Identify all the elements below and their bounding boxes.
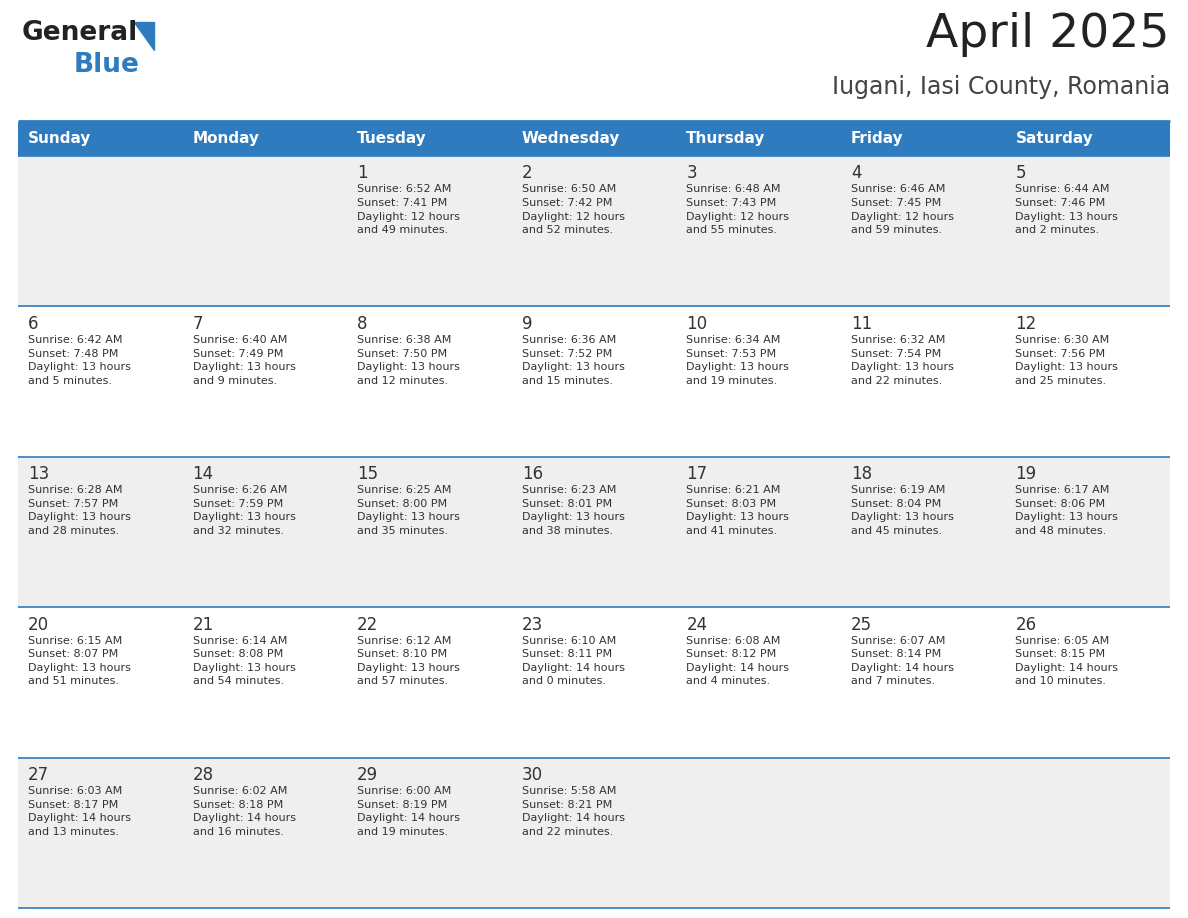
Bar: [18, 122, 183, 156]
Text: Tuesday: Tuesday: [358, 131, 426, 147]
Text: Sunrise: 6:26 AM
Sunset: 7:59 PM
Daylight: 13 hours
and 32 minutes.: Sunrise: 6:26 AM Sunset: 7:59 PM Dayligh…: [192, 486, 296, 536]
Text: Sunrise: 6:19 AM
Sunset: 8:04 PM
Daylight: 13 hours
and 45 minutes.: Sunrise: 6:19 AM Sunset: 8:04 PM Dayligh…: [851, 486, 954, 536]
Text: Sunrise: 6:50 AM
Sunset: 7:42 PM
Daylight: 12 hours
and 52 minutes.: Sunrise: 6:50 AM Sunset: 7:42 PM Dayligh…: [522, 185, 625, 235]
Text: Sunrise: 6:46 AM
Sunset: 7:45 PM
Daylight: 12 hours
and 59 minutes.: Sunrise: 6:46 AM Sunset: 7:45 PM Dayligh…: [851, 185, 954, 235]
Text: 21: 21: [192, 616, 214, 633]
Text: Sunrise: 6:05 AM
Sunset: 8:15 PM
Daylight: 14 hours
and 10 minutes.: Sunrise: 6:05 AM Sunset: 8:15 PM Dayligh…: [1016, 635, 1118, 687]
Polygon shape: [134, 21, 154, 50]
Text: 4: 4: [851, 164, 861, 183]
Text: 24: 24: [687, 616, 707, 633]
Text: Sunday: Sunday: [29, 131, 91, 147]
Text: 14: 14: [192, 465, 214, 483]
Text: 26: 26: [1016, 616, 1037, 633]
Text: 20: 20: [29, 616, 49, 633]
Text: 28: 28: [192, 767, 214, 784]
Text: Sunrise: 6:17 AM
Sunset: 8:06 PM
Daylight: 13 hours
and 48 minutes.: Sunrise: 6:17 AM Sunset: 8:06 PM Dayligh…: [1016, 486, 1118, 536]
Text: Sunrise: 6:28 AM
Sunset: 7:57 PM
Daylight: 13 hours
and 28 minutes.: Sunrise: 6:28 AM Sunset: 7:57 PM Dayligh…: [29, 486, 131, 536]
Text: 8: 8: [358, 315, 367, 333]
Bar: [18, 757, 1170, 908]
Text: 10: 10: [687, 315, 707, 333]
Text: 11: 11: [851, 315, 872, 333]
Text: Sunrise: 6:38 AM
Sunset: 7:50 PM
Daylight: 13 hours
and 12 minutes.: Sunrise: 6:38 AM Sunset: 7:50 PM Dayligh…: [358, 335, 460, 386]
Text: Sunrise: 6:42 AM
Sunset: 7:48 PM
Daylight: 13 hours
and 5 minutes.: Sunrise: 6:42 AM Sunset: 7:48 PM Dayligh…: [29, 335, 131, 386]
Text: Friday: Friday: [851, 131, 904, 147]
Text: 2: 2: [522, 164, 532, 183]
Text: 23: 23: [522, 616, 543, 633]
Bar: [512, 122, 676, 156]
Text: 9: 9: [522, 315, 532, 333]
Bar: [183, 122, 347, 156]
Text: 17: 17: [687, 465, 707, 483]
Text: Sunrise: 6:07 AM
Sunset: 8:14 PM
Daylight: 14 hours
and 7 minutes.: Sunrise: 6:07 AM Sunset: 8:14 PM Dayligh…: [851, 635, 954, 687]
Text: Sunrise: 6:52 AM
Sunset: 7:41 PM
Daylight: 12 hours
and 49 minutes.: Sunrise: 6:52 AM Sunset: 7:41 PM Dayligh…: [358, 185, 460, 235]
Text: 1: 1: [358, 164, 368, 183]
Text: Sunrise: 6:44 AM
Sunset: 7:46 PM
Daylight: 13 hours
and 2 minutes.: Sunrise: 6:44 AM Sunset: 7:46 PM Dayligh…: [1016, 185, 1118, 235]
Text: 5: 5: [1016, 164, 1026, 183]
Text: Sunrise: 6:15 AM
Sunset: 8:07 PM
Daylight: 13 hours
and 51 minutes.: Sunrise: 6:15 AM Sunset: 8:07 PM Dayligh…: [29, 635, 131, 687]
Text: 13: 13: [29, 465, 49, 483]
Text: Sunrise: 6:00 AM
Sunset: 8:19 PM
Daylight: 14 hours
and 19 minutes.: Sunrise: 6:00 AM Sunset: 8:19 PM Dayligh…: [358, 786, 460, 837]
Text: Sunrise: 5:58 AM
Sunset: 8:21 PM
Daylight: 14 hours
and 22 minutes.: Sunrise: 5:58 AM Sunset: 8:21 PM Dayligh…: [522, 786, 625, 837]
Text: Wednesday: Wednesday: [522, 131, 620, 147]
Text: 29: 29: [358, 767, 378, 784]
Text: Sunrise: 6:25 AM
Sunset: 8:00 PM
Daylight: 13 hours
and 35 minutes.: Sunrise: 6:25 AM Sunset: 8:00 PM Dayligh…: [358, 486, 460, 536]
Bar: [18, 156, 1170, 307]
Text: Sunrise: 6:21 AM
Sunset: 8:03 PM
Daylight: 13 hours
and 41 minutes.: Sunrise: 6:21 AM Sunset: 8:03 PM Dayligh…: [687, 486, 789, 536]
Text: Sunrise: 6:36 AM
Sunset: 7:52 PM
Daylight: 13 hours
and 15 minutes.: Sunrise: 6:36 AM Sunset: 7:52 PM Dayligh…: [522, 335, 625, 386]
Text: Sunrise: 6:40 AM
Sunset: 7:49 PM
Daylight: 13 hours
and 9 minutes.: Sunrise: 6:40 AM Sunset: 7:49 PM Dayligh…: [192, 335, 296, 386]
Text: 12: 12: [1016, 315, 1037, 333]
Text: Monday: Monday: [192, 131, 259, 147]
Text: 30: 30: [522, 767, 543, 784]
Text: Sunrise: 6:02 AM
Sunset: 8:18 PM
Daylight: 14 hours
and 16 minutes.: Sunrise: 6:02 AM Sunset: 8:18 PM Dayligh…: [192, 786, 296, 837]
Text: Sunrise: 6:48 AM
Sunset: 7:43 PM
Daylight: 12 hours
and 55 minutes.: Sunrise: 6:48 AM Sunset: 7:43 PM Dayligh…: [687, 185, 789, 235]
Bar: [841, 122, 1005, 156]
Text: 15: 15: [358, 465, 378, 483]
Text: 19: 19: [1016, 465, 1037, 483]
Bar: [18, 457, 1170, 607]
Text: Sunrise: 6:32 AM
Sunset: 7:54 PM
Daylight: 13 hours
and 22 minutes.: Sunrise: 6:32 AM Sunset: 7:54 PM Dayligh…: [851, 335, 954, 386]
Text: 22: 22: [358, 616, 379, 633]
Text: Sunrise: 6:10 AM
Sunset: 8:11 PM
Daylight: 14 hours
and 0 minutes.: Sunrise: 6:10 AM Sunset: 8:11 PM Dayligh…: [522, 635, 625, 687]
Text: 25: 25: [851, 616, 872, 633]
Bar: [18, 307, 1170, 457]
Bar: [676, 122, 841, 156]
Text: Sunrise: 6:14 AM
Sunset: 8:08 PM
Daylight: 13 hours
and 54 minutes.: Sunrise: 6:14 AM Sunset: 8:08 PM Dayligh…: [192, 635, 296, 687]
Text: Thursday: Thursday: [687, 131, 765, 147]
Text: Sunrise: 6:34 AM
Sunset: 7:53 PM
Daylight: 13 hours
and 19 minutes.: Sunrise: 6:34 AM Sunset: 7:53 PM Dayligh…: [687, 335, 789, 386]
Text: Iugani, Iasi County, Romania: Iugani, Iasi County, Romania: [832, 75, 1170, 99]
Text: Sunrise: 6:30 AM
Sunset: 7:56 PM
Daylight: 13 hours
and 25 minutes.: Sunrise: 6:30 AM Sunset: 7:56 PM Dayligh…: [1016, 335, 1118, 386]
Bar: [1005, 122, 1170, 156]
Text: 16: 16: [522, 465, 543, 483]
Text: Sunrise: 6:23 AM
Sunset: 8:01 PM
Daylight: 13 hours
and 38 minutes.: Sunrise: 6:23 AM Sunset: 8:01 PM Dayligh…: [522, 486, 625, 536]
Text: Sunrise: 6:12 AM
Sunset: 8:10 PM
Daylight: 13 hours
and 57 minutes.: Sunrise: 6:12 AM Sunset: 8:10 PM Dayligh…: [358, 635, 460, 687]
Bar: [18, 607, 1170, 757]
Text: Sunrise: 6:03 AM
Sunset: 8:17 PM
Daylight: 14 hours
and 13 minutes.: Sunrise: 6:03 AM Sunset: 8:17 PM Dayligh…: [29, 786, 131, 837]
Text: 18: 18: [851, 465, 872, 483]
Text: 6: 6: [29, 315, 38, 333]
Text: Blue: Blue: [74, 52, 140, 78]
Bar: [347, 122, 512, 156]
Text: 7: 7: [192, 315, 203, 333]
Text: 27: 27: [29, 767, 49, 784]
Text: General: General: [23, 20, 138, 46]
Text: 3: 3: [687, 164, 697, 183]
Text: Saturday: Saturday: [1016, 131, 1093, 147]
Text: April 2025: April 2025: [927, 12, 1170, 57]
Text: Sunrise: 6:08 AM
Sunset: 8:12 PM
Daylight: 14 hours
and 4 minutes.: Sunrise: 6:08 AM Sunset: 8:12 PM Dayligh…: [687, 635, 789, 687]
